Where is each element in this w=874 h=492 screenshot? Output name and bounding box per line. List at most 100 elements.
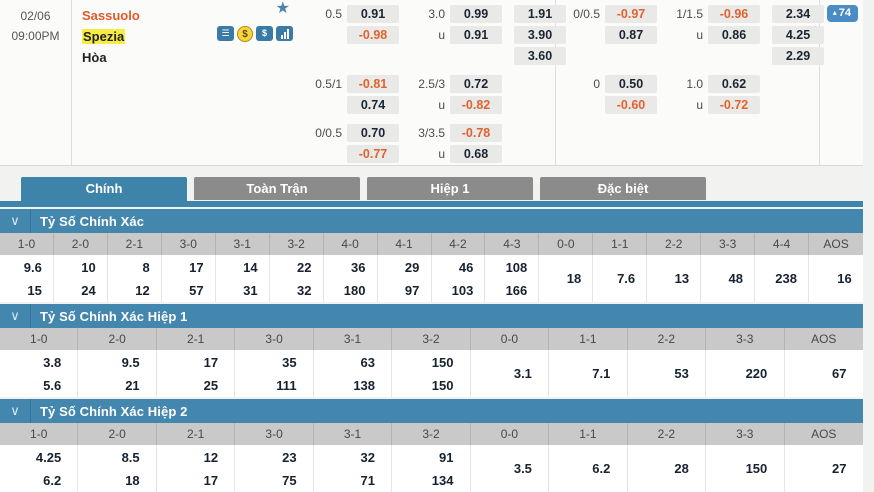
score-odds-value[interactable]: 29 xyxy=(404,259,420,275)
score-odds-value[interactable]: 17 xyxy=(203,472,219,488)
bet-slip-icon[interactable]: ☰ xyxy=(217,26,234,41)
score-odds-value[interactable]: 31 xyxy=(243,282,258,298)
away-team-link[interactable]: Spezia xyxy=(82,29,126,44)
more-odds-count-badge[interactable]: ▴ 74 xyxy=(826,5,858,22)
score-odds-value[interactable]: 18 xyxy=(566,271,582,286)
handicap-odds-box[interactable]: 0.70 xyxy=(347,124,399,142)
score-odds-value[interactable]: 16 xyxy=(837,271,852,286)
score-odds-value[interactable]: 10 xyxy=(81,259,96,275)
score-odds-value[interactable]: 6.2 xyxy=(43,472,62,488)
score-odds-value[interactable]: 13 xyxy=(674,271,690,286)
x12-odds-box[interactable]: 2.34 xyxy=(772,5,824,23)
score-odds-value[interactable]: 138 xyxy=(353,377,376,393)
score-odds-value[interactable]: 36 xyxy=(350,259,366,275)
score-odds-value[interactable]: 28 xyxy=(674,461,689,476)
score-odds-value[interactable]: 46 xyxy=(458,259,474,275)
total-odds-box[interactable]: 0.91 xyxy=(450,26,502,44)
total-odds-box[interactable]: -0.72 xyxy=(708,96,760,114)
handicap-odds-box[interactable]: -0.81 xyxy=(347,75,399,93)
score-odds-value[interactable]: 6.2 xyxy=(592,461,611,476)
score-odds-value[interactable]: 238 xyxy=(775,271,797,286)
score-odds-value[interactable]: 5.6 xyxy=(43,377,62,393)
score-odds-value[interactable]: 9.6 xyxy=(23,259,42,275)
dropping-odds-coin-icon[interactable]: $ xyxy=(237,26,253,42)
score-odds-value[interactable]: 21 xyxy=(125,377,140,393)
score-odds-value[interactable]: 7.6 xyxy=(617,271,636,286)
score-odds-value[interactable]: 27 xyxy=(832,461,847,476)
score-odds-value[interactable]: 108 xyxy=(505,259,528,275)
score-odds-value[interactable]: 166 xyxy=(505,282,528,298)
score-odds-value[interactable]: 8 xyxy=(142,259,150,275)
score-odds-value[interactable]: 3.1 xyxy=(513,366,532,381)
score-odds-value[interactable]: 150 xyxy=(431,354,454,370)
score-odds-value[interactable]: 111 xyxy=(276,377,297,393)
score-odds-value[interactable]: 48 xyxy=(728,271,744,286)
handicap-odds-box[interactable]: -0.97 xyxy=(605,5,657,23)
score-odds-value[interactable]: 57 xyxy=(189,282,204,298)
score-odds-value[interactable]: 53 xyxy=(674,366,689,381)
total-odds-box[interactable]: 0.62 xyxy=(708,75,760,93)
total-odds-box[interactable]: -0.78 xyxy=(450,124,502,142)
total-odds-box[interactable]: 0.99 xyxy=(450,5,502,23)
score-odds-value[interactable]: 134 xyxy=(431,472,454,488)
bar-chart-icon[interactable] xyxy=(276,26,293,41)
score-odds-value[interactable]: 150 xyxy=(431,377,454,393)
total-odds-box[interactable]: -0.96 xyxy=(708,5,760,23)
score-odds-value[interactable]: 25 xyxy=(203,377,219,393)
handicap-odds-box[interactable]: 0.87 xyxy=(605,26,657,44)
section-header[interactable]: ∨ Tỷ Số Chính Xác Hiệp 2 xyxy=(0,399,863,423)
x12-odds-box[interactable]: 1.91 xyxy=(514,5,566,23)
score-odds-value[interactable]: 63 xyxy=(360,354,376,370)
x12-odds-box[interactable]: 4.25 xyxy=(772,26,824,44)
x12-odds-box[interactable]: 2.29 xyxy=(772,47,824,65)
handicap-odds-box[interactable]: -0.98 xyxy=(347,26,399,44)
handicap-odds-box[interactable]: 0.91 xyxy=(347,5,399,23)
score-odds-value[interactable]: 180 xyxy=(343,282,366,298)
score-odds-value[interactable]: 17 xyxy=(203,354,219,370)
section-header[interactable]: ∨ Tỷ Số Chính Xác Hiệp 1 xyxy=(0,304,863,328)
score-odds-value[interactable]: 150 xyxy=(745,461,768,476)
score-odds-value[interactable]: 9.5 xyxy=(121,354,140,370)
handicap-odds-box[interactable]: 0.50 xyxy=(605,75,657,93)
total-odds-box[interactable]: 0.86 xyxy=(708,26,760,44)
tab-toan-tran[interactable]: Toàn Trận xyxy=(194,177,360,200)
x12-odds-box[interactable]: 3.60 xyxy=(514,47,566,65)
score-odds-value[interactable]: 15 xyxy=(27,282,42,298)
score-odds-value[interactable]: 75 xyxy=(282,472,297,488)
handicap-odds-box[interactable]: -0.77 xyxy=(347,145,399,163)
tab-dac-biet[interactable]: Đặc biệt xyxy=(540,177,706,200)
score-odds-value[interactable]: 71 xyxy=(360,472,376,488)
score-odds-value[interactable]: 103 xyxy=(451,282,474,298)
score-odds-value[interactable]: 17 xyxy=(189,259,204,275)
score-odds-value[interactable]: 91 xyxy=(439,449,454,465)
total-odds-box[interactable]: 0.68 xyxy=(450,145,502,163)
score-odds-value[interactable]: 35 xyxy=(282,354,297,370)
score-odds-value[interactable]: 14 xyxy=(243,259,258,275)
handicap-odds-box[interactable]: -0.60 xyxy=(605,96,657,114)
score-odds-value[interactable]: 23 xyxy=(282,449,297,465)
score-odds-value[interactable]: 18 xyxy=(125,472,140,488)
score-odds-value[interactable]: 3.8 xyxy=(43,354,62,370)
score-odds-value[interactable]: 7.1 xyxy=(592,366,611,381)
score-odds-value[interactable]: 67 xyxy=(832,366,847,381)
tab-hiep-1[interactable]: Hiệp 1 xyxy=(367,177,533,200)
favorite-star-icon[interactable]: ★ xyxy=(275,0,290,17)
total-odds-box[interactable]: -0.82 xyxy=(450,96,502,114)
x12-odds-box[interactable]: 3.90 xyxy=(514,26,566,44)
score-odds-value[interactable]: 12 xyxy=(203,449,219,465)
score-odds-value[interactable]: 97 xyxy=(404,282,420,298)
score-odds-value[interactable]: 4.25 xyxy=(35,449,62,465)
money-icon[interactable]: $ xyxy=(256,26,273,41)
score-odds-value[interactable]: 8.5 xyxy=(121,449,140,465)
home-team-link[interactable]: Sassuolo xyxy=(82,8,140,23)
score-odds-value[interactable]: 220 xyxy=(745,366,768,381)
score-odds-value[interactable]: 24 xyxy=(81,282,96,298)
handicap-odds-box[interactable]: 0.74 xyxy=(347,96,399,114)
score-odds-value[interactable]: 3.5 xyxy=(513,461,532,476)
total-odds-box[interactable]: 0.72 xyxy=(450,75,502,93)
section-header[interactable]: ∨ Tỷ Số Chính Xác xyxy=(0,209,863,233)
score-odds-value[interactable]: 22 xyxy=(297,259,312,275)
score-odds-value[interactable]: 32 xyxy=(360,449,376,465)
score-odds-value[interactable]: 32 xyxy=(297,282,312,298)
score-odds-value[interactable]: 12 xyxy=(135,282,150,298)
